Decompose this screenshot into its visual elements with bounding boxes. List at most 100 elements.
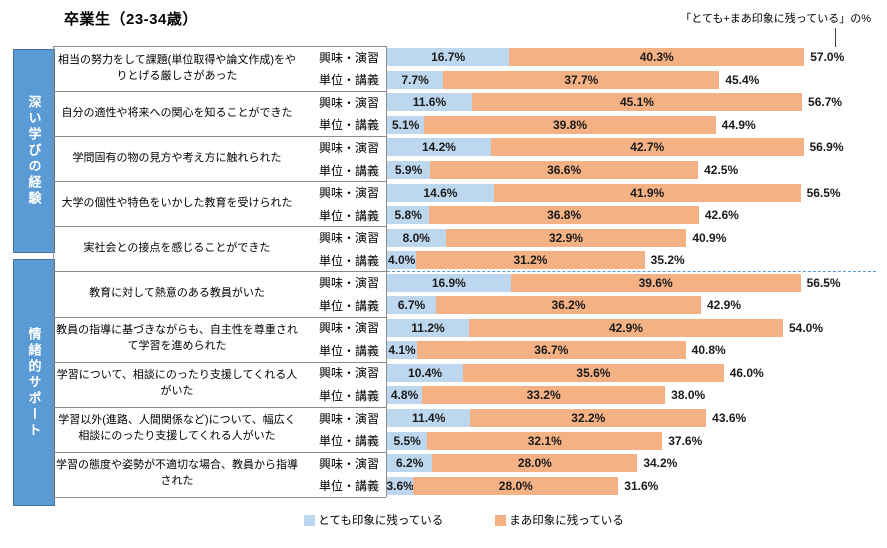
- bar-total-value: 42.9%: [707, 298, 742, 313]
- bar-segment-somewhat-value: 36.6%: [547, 163, 582, 177]
- question-block: 自分の適性や将来への関心を知ることができた 興味・演習 単位・講義 11.6% 45.1…: [0, 91, 887, 136]
- stacked-bar: 7.7% 37.7% 45.4%: [387, 69, 844, 92]
- row-label-column: 興味・演習 単位・講義: [300, 226, 382, 271]
- bar-segment-very-value: 14.2%: [421, 140, 456, 155]
- bar-segment-very: 7.7%: [387, 70, 444, 89]
- row-label: 単位・講義: [318, 208, 379, 223]
- group-separator-dashed-line: [387, 271, 876, 272]
- bar-total-value: 56.9%: [809, 140, 844, 155]
- block-divider-line: [53, 316, 386, 318]
- bar-column: 11.2% 42.9% 54.0% 4.1% 36.7% 40.8%: [387, 317, 823, 362]
- chart-title: 卒業生（23-34歳）: [64, 11, 198, 28]
- block-divider-line: [53, 136, 386, 138]
- bar-segment-very: 16.7%: [387, 48, 510, 67]
- bar-total-value: 56.5%: [806, 185, 841, 200]
- question-label: 学習の態度や姿勢が不適切な場合、教員から指導された: [56, 459, 298, 488]
- bar-segment-very-value: 4.8%: [390, 388, 419, 403]
- bar-segment-somewhat-value: 35.6%: [576, 365, 611, 380]
- stacked-bar: 4.8% 33.2% 38.0%: [387, 384, 764, 407]
- bar-total-value: 54.0%: [788, 320, 824, 335]
- legend-label-very: とても印象に残っている: [318, 515, 444, 527]
- question-label: 大学の個性や特色をいかした教育を受けられた: [61, 196, 293, 209]
- bar-segment-somewhat-value: 41.9%: [630, 185, 665, 200]
- bar-segment-somewhat-value: 45.1%: [619, 95, 654, 110]
- bar-segment-very: 6.2%: [387, 454, 433, 473]
- row-label: 単位・講義: [318, 73, 379, 88]
- bar-segment-very-value: 16.7%: [431, 50, 466, 65]
- question-block: 学習以外(進路、人間関係など)について、幅広く相談にのったり支援してくれる人がい…: [0, 406, 887, 452]
- stacked-bar: 5.5% 32.1% 37.6%: [387, 429, 746, 452]
- stacked-bar: 11.4% 32.2% 43.6%: [387, 407, 746, 430]
- bar-segment-very: 3.6%: [386, 476, 414, 495]
- row-label: 単位・講義: [318, 434, 379, 449]
- bar-segment-somewhat-value: 42.9%: [608, 320, 643, 335]
- stacked-bar: 5.1% 39.8% 44.9%: [387, 114, 842, 137]
- bar-segment-somewhat: 28.0%: [432, 454, 638, 473]
- row-label: 単位・講義: [318, 253, 379, 268]
- bar-segment-somewhat-value: 36.2%: [551, 298, 586, 313]
- table-border-right: [386, 46, 387, 497]
- bar-total-value: 38.0%: [671, 388, 706, 403]
- bar-segment-very: 5.1%: [387, 115, 425, 134]
- question-block: 教育に対して熱意のある教員がいた 興味・演習 単位・講義 16.9% 39.6% 56.5…: [0, 271, 887, 316]
- bar-segment-very-value: 11.6%: [412, 95, 447, 110]
- question-label: 実社会との接点を感じることができた: [83, 241, 271, 254]
- bar-segment-very-value: 11.4%: [412, 411, 446, 426]
- bar-segment-somewhat: 28.0%: [413, 476, 619, 495]
- bar-segment-very-value: 5.8%: [394, 208, 422, 223]
- row-label-column: 興味・演習 単位・講義: [300, 46, 382, 91]
- bar-segment-very-value: 3.6%: [386, 478, 414, 493]
- bar-segment-very: 14.2%: [387, 138, 491, 157]
- bar-segment-somewhat-value: 37.7%: [564, 72, 599, 87]
- bar-segment-somewhat-value: 40.3%: [639, 50, 674, 65]
- row-label-column: 興味・演習 単位・講義: [300, 91, 382, 136]
- bar-segment-very: 4.8%: [387, 386, 423, 405]
- stacked-bar: 10.4% 35.6% 46.0%: [387, 362, 764, 385]
- bar-column: 14.2% 42.7% 56.9% 5.9% 36.6% 42.5%: [387, 136, 844, 181]
- group-label-deep-learning: 深い学びの経験: [26, 95, 42, 207]
- bar-segment-somewhat: 39.8%: [424, 115, 716, 134]
- block-divider-line: [53, 406, 386, 408]
- question-label: 自分の適性や将来への関心を知ることができた: [61, 106, 293, 119]
- question-label: 学習について、相談にのったり支援してくれる人がいた: [56, 369, 298, 398]
- stacked-bar: 4.0% 31.2% 35.2%: [387, 249, 726, 272]
- question-label: 相当の努力をして課題(単位取得や論文作成)をやりとげる厳しさがあった: [58, 53, 296, 82]
- bar-segment-very-value: 4.1%: [388, 343, 416, 358]
- legend-label-somewhat: まあ印象に残っている: [509, 515, 624, 527]
- question-label: 教育に対して熱意のある教員がいた: [89, 287, 265, 300]
- block-divider-line: [53, 451, 386, 453]
- bar-segment-very: 4.1%: [387, 341, 417, 360]
- stacked-bar: 14.6% 41.9% 56.5%: [387, 181, 841, 204]
- stacked-bar: 16.7% 40.3% 57.0%: [387, 46, 844, 69]
- row-label-column: 興味・演習 単位・講義: [300, 136, 382, 181]
- bar-segment-very-value: 6.2%: [396, 456, 424, 471]
- row-label-column: 興味・演習 単位・講義: [300, 452, 382, 497]
- bar-segment-very: 11.6%: [387, 93, 472, 112]
- bar-segment-somewhat: 36.6%: [430, 161, 699, 179]
- block-divider-line: [53, 226, 386, 228]
- row-label: 単位・講義: [318, 343, 379, 358]
- bar-segment-somewhat: 36.7%: [417, 341, 686, 360]
- bar-segment-very-value: 5.1%: [391, 117, 420, 132]
- block-divider-line: [53, 181, 386, 183]
- stacked-bar: 16.9% 39.6% 56.5%: [387, 271, 841, 294]
- row-label: 単位・講義: [318, 163, 379, 178]
- row-label-column: 興味・演習 単位・講義: [300, 317, 382, 362]
- row-label: 単位・講義: [318, 388, 379, 403]
- bar-segment-somewhat: 42.9%: [468, 318, 783, 337]
- stacked-bar: 3.6% 28.0% 31.6%: [386, 474, 677, 497]
- row-label-column: 興味・演習単位・講義: [300, 362, 382, 407]
- row-label: 興味・演習: [318, 366, 379, 381]
- bar-segment-somewhat: 40.3%: [509, 48, 805, 67]
- table-border-bottom: [53, 497, 386, 498]
- stacked-bar: 11.6% 45.1% 56.7%: [387, 91, 842, 114]
- bar-total-value: 43.6%: [712, 411, 747, 426]
- question-label: 学習以外(進路、人間関係など)について、幅広く相談にのったり支援してくれる人がい…: [58, 414, 296, 443]
- bar-segment-very: 5.5%: [387, 431, 428, 450]
- row-label: 単位・講義: [318, 479, 379, 494]
- question-block: 学問固有の物の見方や考え方に触れられた 興味・演習 単位・講義 14.2% 42.7% 5…: [0, 136, 887, 181]
- row-label: 興味・演習: [318, 411, 379, 426]
- legend-item-somewhat: まあ印象に残っている: [495, 512, 624, 528]
- bar-segment-very: 16.9%: [387, 273, 511, 292]
